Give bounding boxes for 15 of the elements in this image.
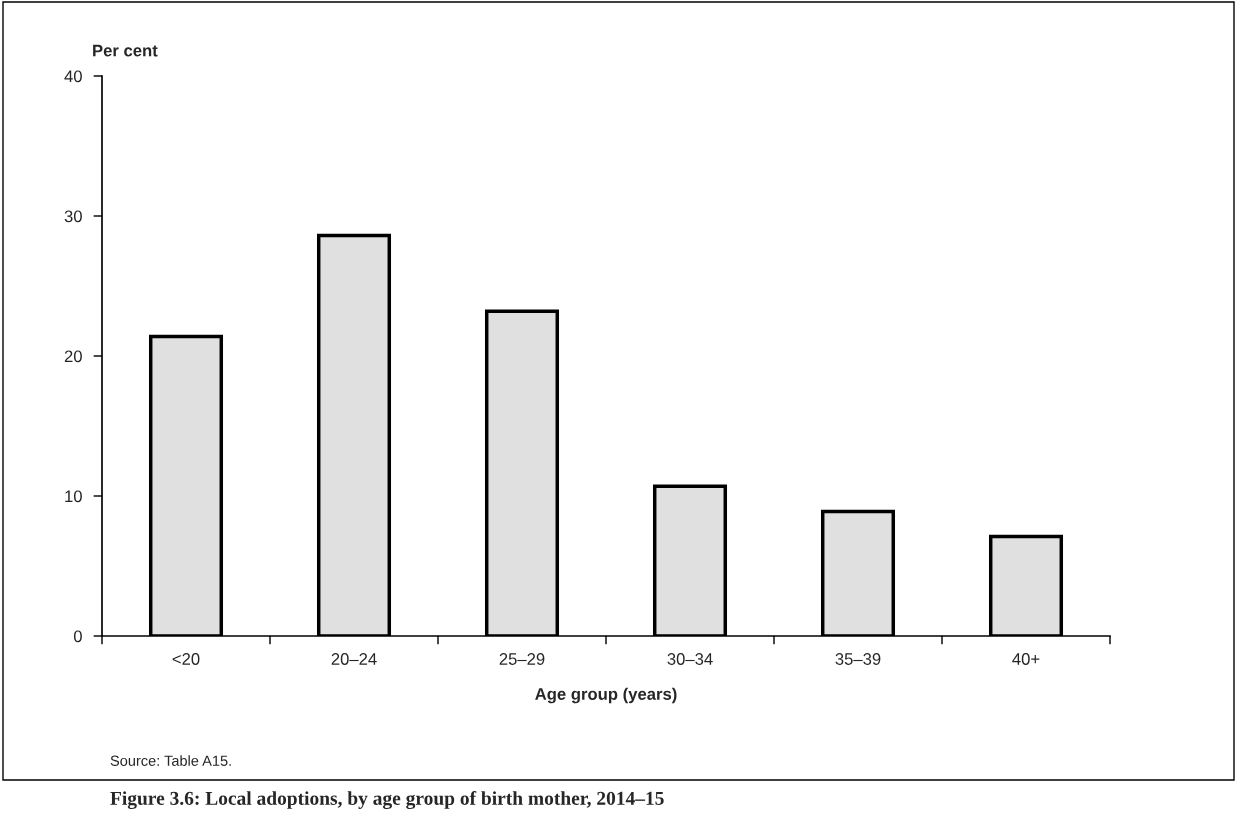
y-axis-title: Per cent (93, 44, 158, 57)
x-tick-label: 25–29 (499, 653, 545, 665)
x-tick-label: 40+ (1012, 653, 1040, 665)
y-tick-label: 10 (65, 490, 82, 503)
x-tick-label: 30–34 (667, 653, 713, 665)
x-tick-label: 35–39 (835, 653, 881, 665)
x-axis-title: Age group (years) (535, 687, 677, 704)
y-tick-label: 30 (64, 210, 82, 223)
x-tick-label: 20–24 (331, 653, 377, 665)
y-tick-label: 0 (73, 630, 82, 643)
y-tick-label: 40 (64, 70, 82, 83)
y-tick-label: 20 (64, 350, 82, 363)
x-tick-label: <20 (172, 653, 200, 665)
text: Figure 3.6: Local adoptions, by age group of birth mother, 2014–15 (110, 791, 664, 809)
source-note: Source: Table A15. (110, 755, 231, 766)
